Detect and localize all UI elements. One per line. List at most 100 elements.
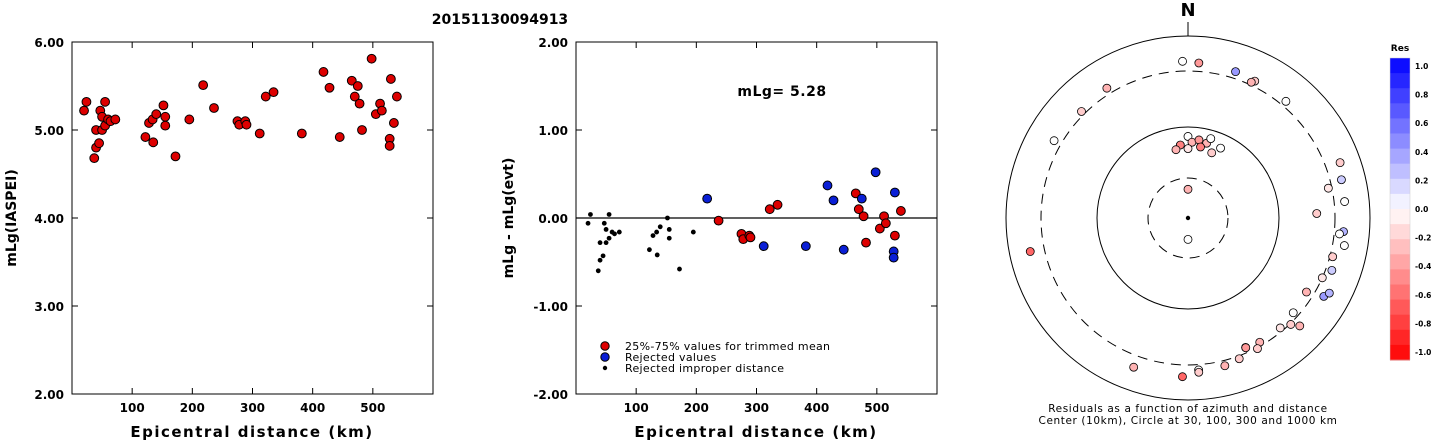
x-tick-label: 300	[240, 401, 265, 415]
chart-residual-vs-distance: 100 200 300 400 500 -2.00 -1.00 0.00 1.00 2.00 mL…	[501, 36, 938, 441]
legend-label: Rejected improper distance	[625, 362, 784, 375]
data-point-red	[889, 230, 900, 241]
legend-marker-black	[602, 365, 608, 371]
polar-point	[1194, 367, 1204, 377]
data-point-red	[241, 119, 252, 130]
legend-label: 25%-75% values for trimmed mean	[625, 340, 830, 353]
polar-point	[1246, 77, 1256, 87]
data-point-black	[654, 252, 660, 258]
data-point-black	[585, 220, 591, 226]
polar-point	[1077, 107, 1086, 116]
polar-point	[1196, 142, 1205, 152]
chart-1-xlabel: Epicentral distance (km)	[130, 423, 373, 441]
y-tick-label: 6.00	[34, 36, 64, 50]
colorbar-tick-label: 0.2	[1415, 176, 1428, 185]
data-point-red	[850, 188, 861, 199]
data-point-red	[318, 67, 329, 77]
data-point-red	[858, 211, 869, 222]
colorbar-cell	[1390, 314, 1410, 331]
data-point-black	[597, 240, 603, 246]
data-point-black	[677, 266, 682, 272]
data-point-black	[612, 231, 617, 237]
polar-point	[1025, 247, 1035, 256]
data-point-black	[600, 253, 606, 259]
polar-point	[1178, 56, 1187, 66]
y-tick-label: -2.00	[533, 388, 568, 402]
y-tick-label: 2.00	[538, 36, 568, 50]
legend-marker-red	[600, 341, 610, 351]
polar-point	[1183, 184, 1193, 194]
legend-marker-blue	[600, 352, 610, 362]
data-point-red	[140, 132, 151, 142]
colorbar-cell	[1390, 224, 1410, 240]
chart-2-ticks: 100 200 300 400 500 -2.00 -1.00 0.00 1.00 2.00	[533, 36, 937, 415]
data-point-black	[666, 235, 672, 241]
data-point-red	[151, 109, 162, 120]
data-point-red	[385, 74, 396, 84]
y-tick-label: 2.00	[34, 388, 64, 402]
data-point-black	[603, 227, 609, 232]
data-point-black	[606, 212, 612, 217]
data-point-red	[764, 204, 775, 215]
data-point-blue	[856, 193, 867, 204]
polar-point	[1129, 362, 1139, 372]
colorbar-tick-label: 0.6	[1415, 119, 1428, 128]
y-tick-label: 1.00	[538, 124, 568, 138]
data-point-red	[170, 151, 181, 162]
data-point-black	[606, 235, 612, 241]
colorbar-cell	[1390, 163, 1410, 180]
y-tick-label: -1.00	[533, 300, 568, 314]
colorbar-cell	[1390, 329, 1410, 346]
chart-1-frame	[71, 41, 434, 395]
x-tick-label: 100	[624, 401, 649, 415]
polar-point	[1206, 134, 1216, 144]
colorbar-cell	[1390, 344, 1410, 361]
polar-point	[1183, 144, 1193, 154]
colorbar-cell	[1390, 193, 1410, 210]
data-point-red	[772, 199, 783, 210]
chart-2-ylabel: mLg - mLg(evt)	[501, 158, 517, 279]
polar-point	[1302, 287, 1311, 297]
data-point-red	[388, 118, 399, 128]
data-point-black	[595, 268, 601, 274]
data-point-red	[853, 204, 864, 215]
data-point-black	[690, 229, 696, 235]
polar-point	[1171, 145, 1181, 155]
colorbar-cell	[1390, 88, 1410, 104]
data-point-black	[588, 212, 593, 217]
mlg-annotation: mLg= 5.28	[737, 84, 826, 100]
colorbar-tick-label: -0.6	[1415, 291, 1431, 300]
polar-point	[1288, 308, 1298, 318]
colorbar-tick-label: -0.8	[1415, 319, 1431, 328]
polar-point	[1194, 58, 1204, 68]
data-point-blue	[822, 180, 833, 191]
colorbar-cell	[1390, 284, 1410, 301]
data-point-red	[184, 114, 195, 125]
data-point-red	[745, 232, 756, 243]
chart-2-points	[585, 167, 906, 274]
data-point-red	[366, 53, 377, 64]
polar-caption-2: Center (10km), Circle at 30, 100, 300 an…	[1039, 415, 1338, 427]
chart-2-legend: 25%-75% values for trimmed mean Rejected …	[600, 340, 830, 375]
polar-point	[1335, 229, 1344, 239]
chart-1-points	[79, 53, 402, 164]
polar-point	[1231, 67, 1240, 77]
colorbar-tick-label: -0.4	[1415, 262, 1431, 271]
data-point-blue	[888, 252, 899, 263]
polar-point	[1049, 136, 1059, 146]
data-point-red	[268, 87, 279, 98]
data-point-red	[296, 128, 307, 139]
data-point-red	[346, 75, 357, 86]
polar-point	[1337, 175, 1346, 185]
polar-point	[1327, 265, 1337, 275]
polar-point	[1253, 344, 1262, 354]
data-point-blue	[758, 241, 769, 252]
colorbar-frame	[1389, 57, 1411, 361]
colorbar-tick-label: -1.0	[1415, 348, 1431, 357]
polar-point	[1220, 361, 1230, 371]
x-tick-label: 200	[684, 401, 709, 415]
polar-caption-1: Residuals as a function of azimuth and d…	[1048, 403, 1328, 415]
data-point-red	[94, 138, 104, 149]
data-point-red	[198, 80, 209, 91]
